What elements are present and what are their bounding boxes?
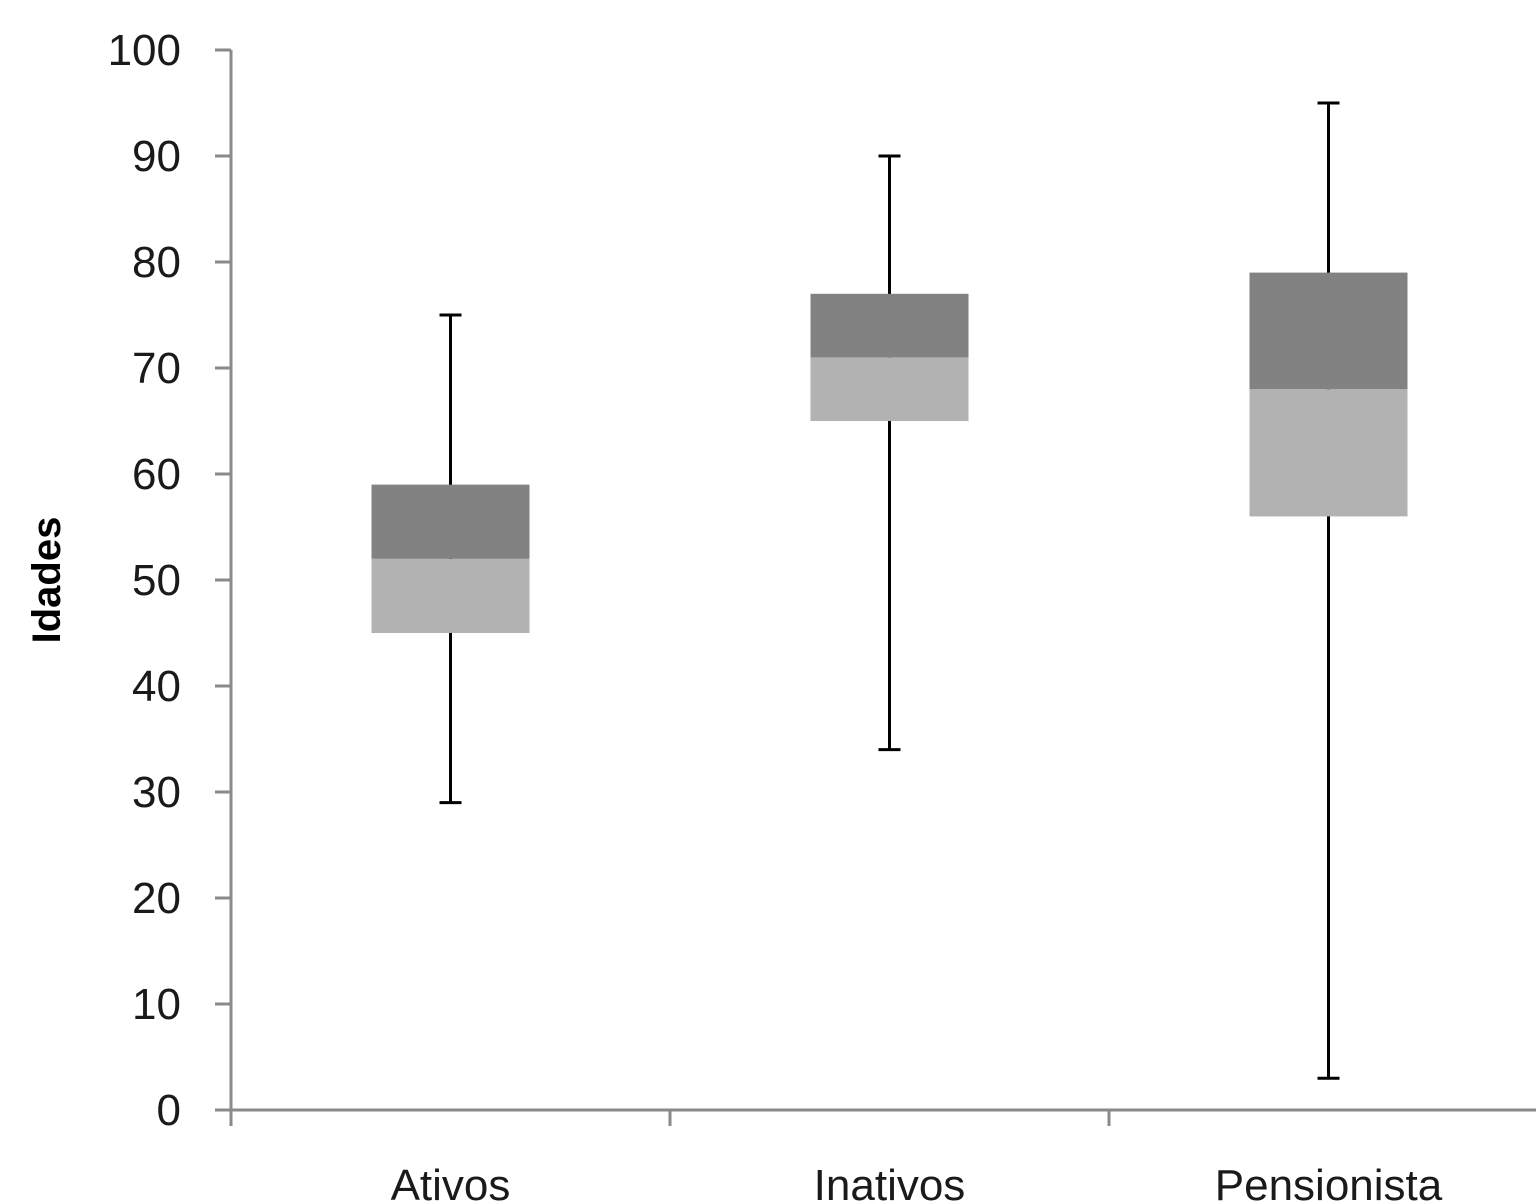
y-tick-label: 90 (132, 132, 181, 181)
box-inativos (810, 154, 969, 752)
y-tick-label: 100 (108, 26, 181, 75)
box-pensionista (1249, 101, 1408, 1080)
y-tick-label: 30 (132, 768, 181, 817)
box-plot-series (371, 101, 1408, 1080)
y-tick-label: 40 (132, 662, 181, 711)
x-tick-label: Pensionista (1215, 1161, 1443, 1204)
box-lower-quartile (371, 558, 530, 633)
box-lower-quartile (1249, 389, 1408, 517)
y-tick-label: 70 (132, 344, 181, 393)
box-upper-quartile (1249, 272, 1408, 390)
x-tick-label: Inativos (814, 1161, 966, 1204)
y-axis-title: Idades (25, 517, 69, 644)
y-tick-label: 0 (157, 1086, 181, 1135)
box-upper-quartile (371, 484, 530, 559)
y-tick-label: 50 (132, 556, 181, 605)
box-ativos (371, 313, 530, 805)
axes: 0 10 20 30 40 50 60 70 80 90 100 Ativos Inativos Pens… (108, 26, 1536, 1204)
y-tick-label: 80 (132, 238, 181, 287)
y-tick-label: 20 (132, 874, 181, 923)
box-upper-quartile (810, 293, 969, 358)
y-tick-label: 10 (132, 980, 181, 1029)
x-tick-label: Ativos (391, 1161, 511, 1204)
y-tick-label: 60 (132, 450, 181, 499)
box-lower-quartile (810, 357, 969, 421)
